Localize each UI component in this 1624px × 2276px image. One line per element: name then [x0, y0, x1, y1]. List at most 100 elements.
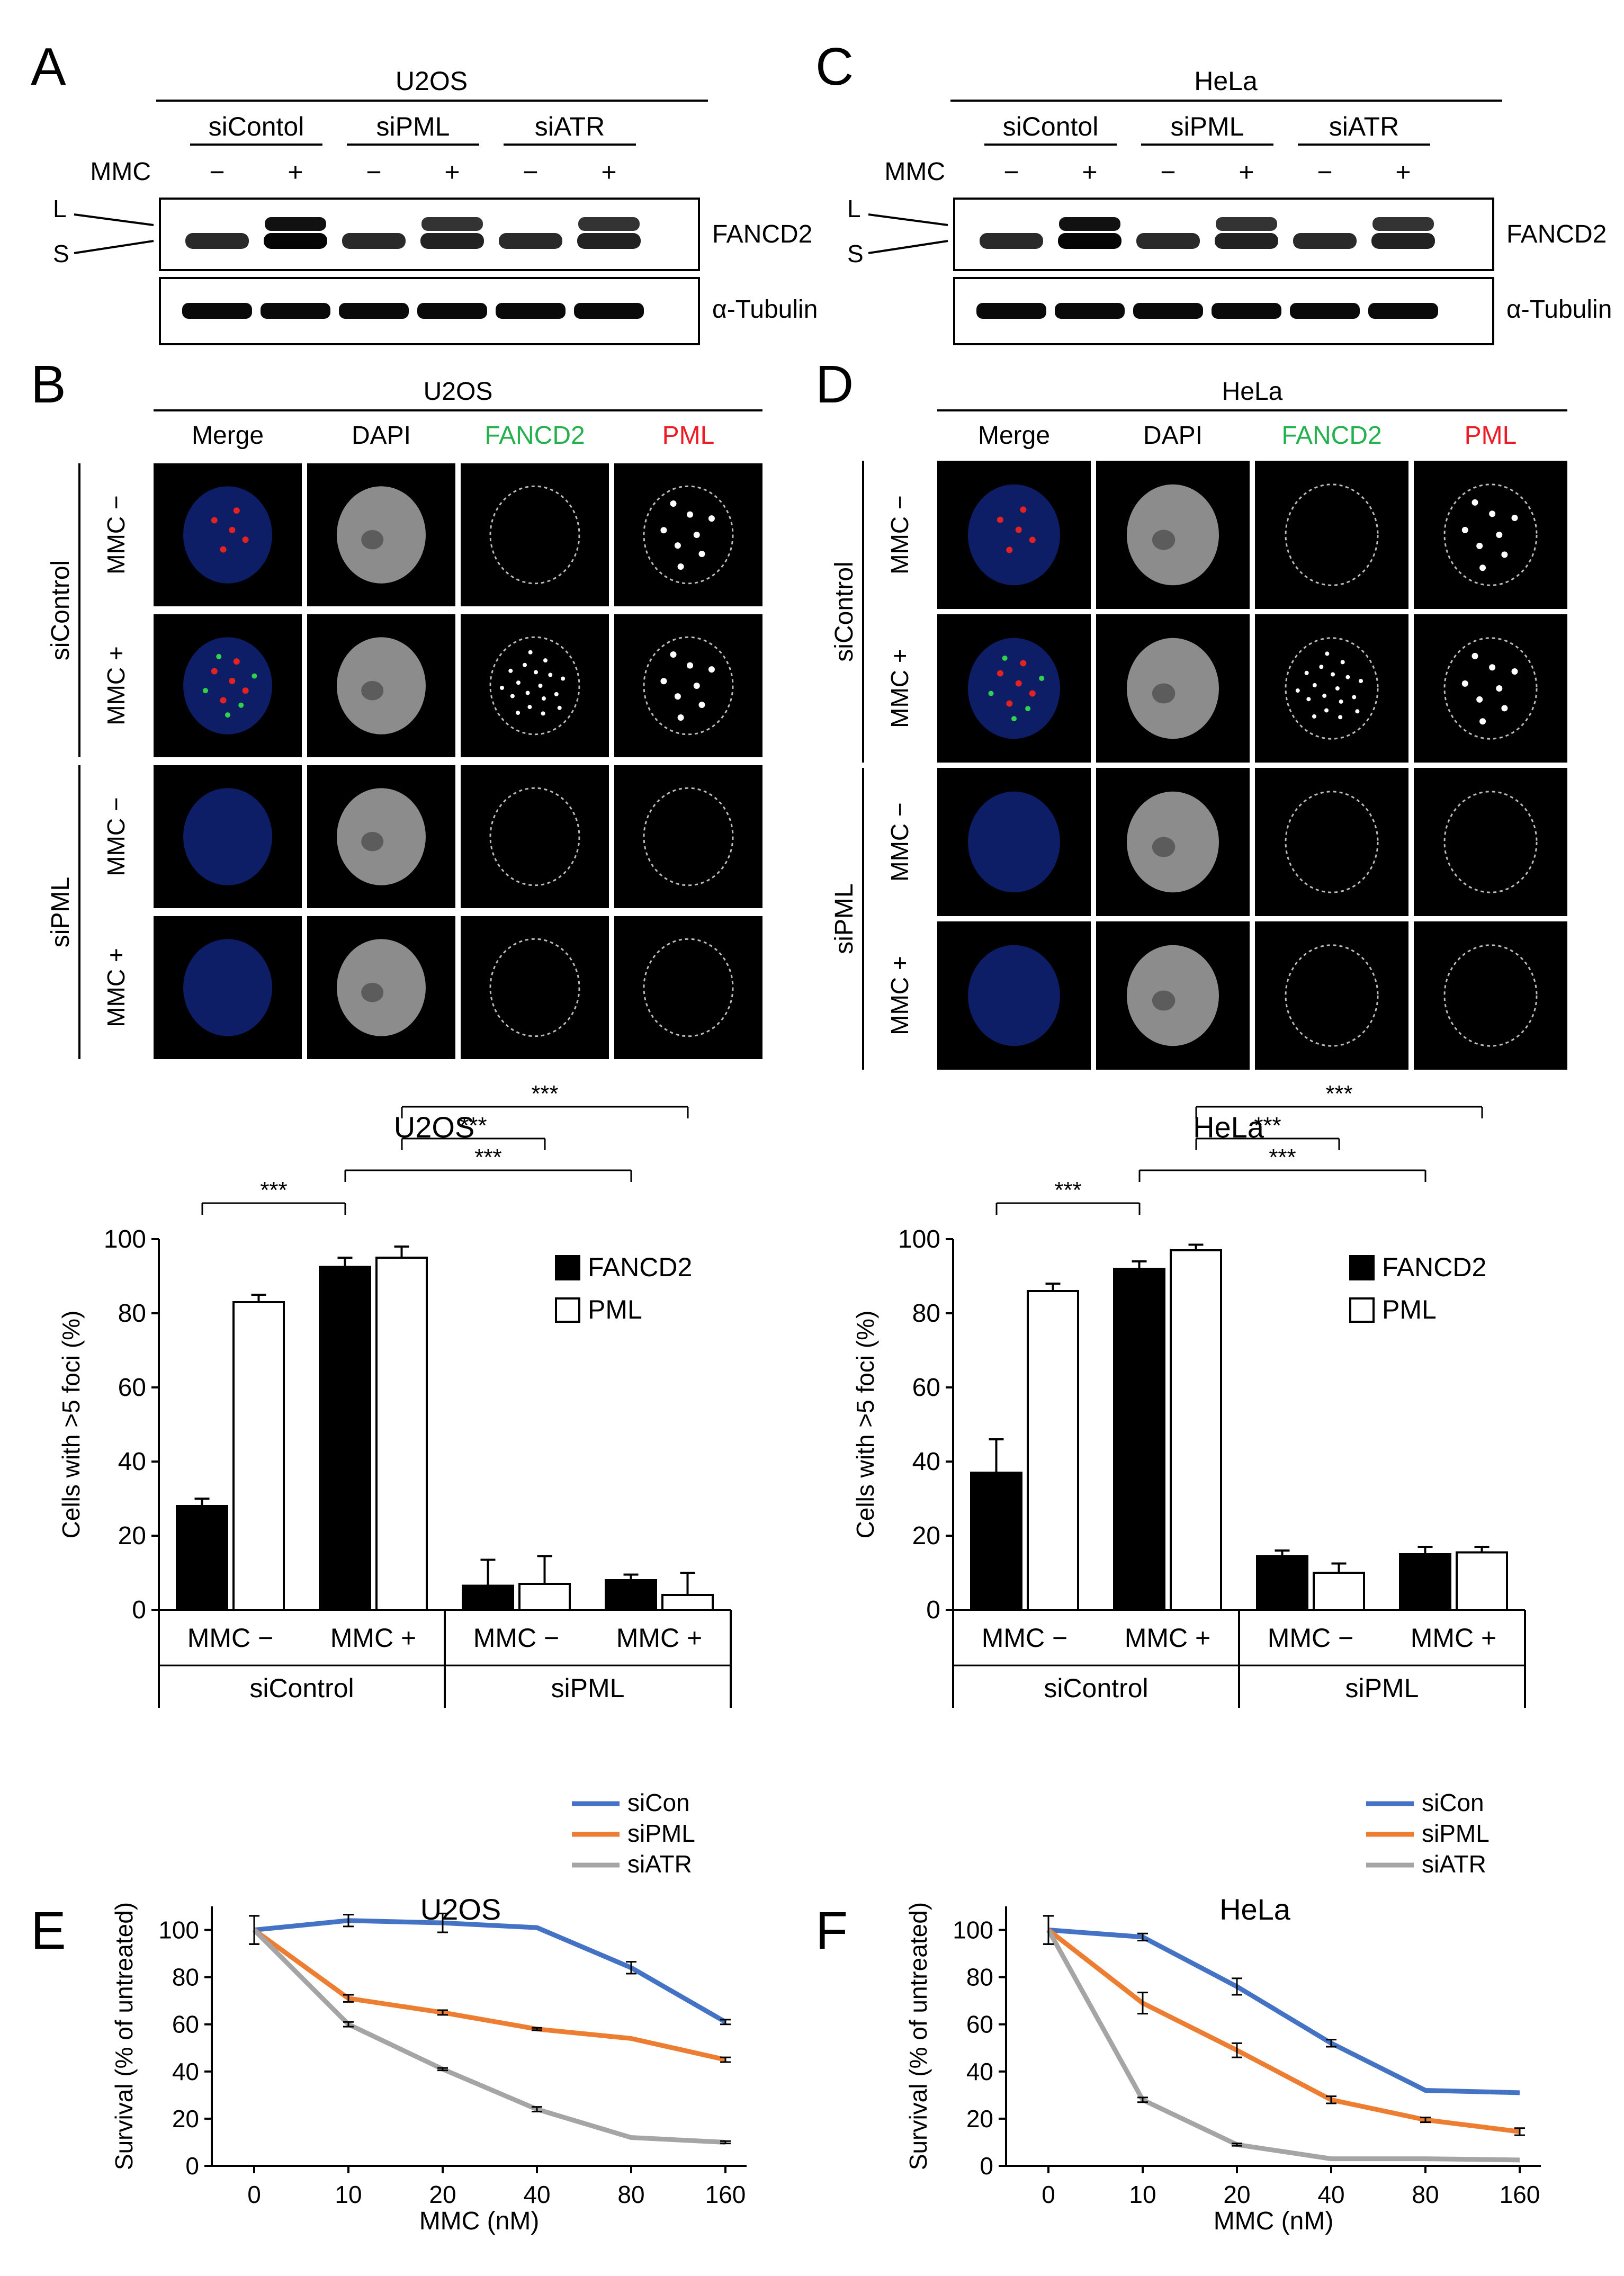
x-tick-label: 160 [1500, 2181, 1540, 2208]
foci-dot [670, 651, 677, 658]
microscopy-cell-line: HeLa [1222, 378, 1283, 406]
line-chart-title: HeLa [1219, 1893, 1291, 1926]
nucleus-outline [1443, 791, 1538, 893]
panel-letter-a: A [31, 37, 66, 96]
fancd2-band-long [265, 217, 326, 231]
tubulin-band [1133, 303, 1203, 319]
bar-fancd2 [462, 1584, 514, 1611]
microscopy-row-label: MMC + [886, 956, 913, 1035]
fancd2-band-short [185, 233, 249, 249]
bar-fancd2 [1256, 1555, 1308, 1611]
foci-dot [660, 527, 667, 534]
protein-label-fancd2: FANCD2 [712, 220, 812, 248]
merge-pml-dot [229, 677, 236, 684]
merge-fancd2-dot [203, 688, 208, 694]
microscopy-image [614, 614, 762, 757]
legend-swatch [1349, 1297, 1375, 1323]
microscopy-grid-d: HeLa Merge DAPI FANCD2 PML siControl siPML MMC … [830, 378, 1567, 1070]
x-category-label: MMC + [616, 1623, 703, 1653]
band-arrow-long [868, 213, 948, 226]
merge-fancd2-dot [1025, 706, 1031, 712]
foci-dot [1325, 651, 1330, 656]
band-arrow-short [74, 240, 154, 254]
x-tick-label: 0 [247, 2181, 261, 2208]
microscopy-grid-b: U2OS Merge DAPI FANCD2 PML siControl siPML MMC … [47, 378, 762, 1059]
panel-letter-f: F [815, 1901, 848, 1960]
foci-dot [538, 684, 543, 688]
foci-dot [1359, 678, 1363, 683]
merge-pml-dot [233, 658, 240, 665]
y-tick-label: 100 [898, 1225, 940, 1253]
foci-dot [554, 692, 559, 696]
x-group-label: siPML [1345, 1673, 1419, 1703]
band-label-short: S [847, 240, 864, 267]
foci-dot [1479, 564, 1486, 571]
microscopy-row-label: MMC + [886, 649, 913, 728]
legend-label: siPML [1422, 1820, 1490, 1847]
merge-pml-dot [229, 526, 236, 533]
western-mmc-sign: − [1003, 157, 1019, 187]
foci-dot [541, 696, 546, 701]
merge-pml-dot [211, 517, 218, 524]
foci-dot [527, 705, 532, 710]
significance-label: *** [1254, 1113, 1281, 1139]
foci-dot [1331, 672, 1335, 677]
merge-pml-dot [1015, 680, 1022, 687]
legend-label: FANCD2 [588, 1252, 692, 1282]
foci-dot [1352, 695, 1357, 700]
significance-label: *** [1325, 1081, 1352, 1107]
fancd2-band-long [578, 217, 640, 231]
tubulin-band [1290, 303, 1360, 319]
y-axis-label: Survival (% of untreated) [110, 1902, 138, 2170]
merge-pml-dot [1015, 526, 1022, 533]
bar-pml [232, 1301, 285, 1611]
western-mmc-sign: − [209, 157, 225, 187]
foci-dot [528, 650, 533, 655]
microscopy-row-label: MMC − [886, 802, 913, 882]
western-mmc-sign: + [1082, 157, 1097, 187]
merge-nucleus [183, 486, 272, 584]
microscopy-image [1414, 614, 1567, 763]
microscopy-column-label: FANCD2 [1281, 422, 1381, 450]
foci-dot [1339, 699, 1343, 704]
legend-swatch [555, 1255, 580, 1280]
x-tick-label: 20 [1223, 2181, 1250, 2208]
panel-letter-d: D [815, 355, 854, 414]
foci-dot [674, 693, 681, 700]
nucleus-outline [1443, 944, 1538, 1047]
merge-pml-dot [1020, 660, 1027, 667]
significance-label: *** [260, 1177, 287, 1203]
merge-fancd2-dot [252, 673, 257, 679]
fancd2-band-short [420, 233, 484, 249]
y-tick-label: 80 [118, 1300, 146, 1328]
fancd2-band-short [1293, 233, 1357, 249]
foci-dot [508, 668, 513, 673]
fancd2-band-short [577, 233, 641, 249]
legend-label: siCon [1422, 1789, 1484, 1816]
microscopy-column-label: FANCD2 [484, 422, 585, 450]
nucleus-outline [489, 938, 580, 1037]
band-label-short: S [53, 240, 69, 267]
fancd2-band-short [342, 233, 406, 249]
foci-dot [660, 678, 667, 685]
significance-label: *** [531, 1081, 558, 1107]
bar-fancd2 [970, 1472, 1022, 1611]
western-mmc-sign: − [523, 157, 538, 187]
tubulin-band [1368, 303, 1438, 319]
foci-dot [1312, 683, 1317, 687]
y-tick-label: 100 [953, 1916, 993, 1944]
bar-pml [1313, 1572, 1365, 1611]
y-tick-label: 60 [912, 1374, 940, 1402]
foci-dot [516, 711, 521, 715]
significance-label: *** [460, 1113, 487, 1139]
foci-dot [677, 563, 684, 570]
western-group-label: siATR [1329, 112, 1399, 141]
foci-dot [1501, 705, 1508, 712]
bar-fancd2 [1399, 1553, 1451, 1611]
bar-pml [661, 1594, 714, 1611]
foci-dot [1479, 718, 1486, 725]
tubulin-band [339, 303, 409, 319]
x-category-label: MMC + [1411, 1623, 1497, 1653]
x-tick-label: 80 [617, 2181, 644, 2208]
